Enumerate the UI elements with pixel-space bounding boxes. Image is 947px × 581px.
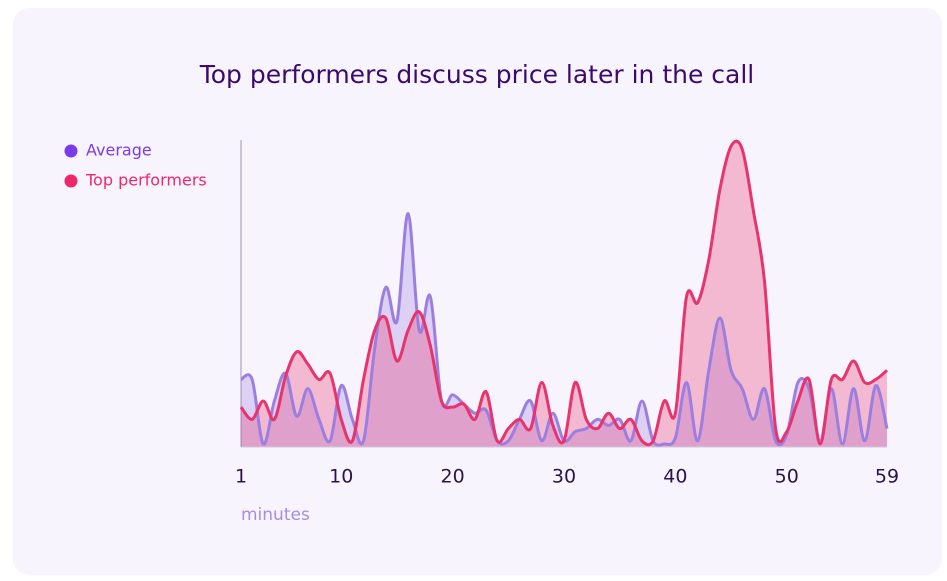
x-tick-label: 59: [875, 466, 899, 488]
legend-marker: [64, 144, 78, 158]
x-tick-label: 10: [329, 466, 353, 488]
chart-title: Top performers discuss price later in th…: [199, 60, 755, 89]
x-tick-label: 30: [552, 466, 576, 488]
area: [241, 141, 887, 447]
card: [13, 8, 942, 575]
legend-label: Average: [86, 141, 152, 160]
x-axis-label: minutes: [241, 505, 310, 525]
x-tick-label: 20: [441, 466, 465, 488]
legend-label: Top performers: [85, 171, 207, 190]
x-tick-label: 1: [235, 466, 247, 488]
x-tick-label: 40: [663, 466, 687, 488]
line: [239, 139, 888, 447]
x-tick-label: 50: [775, 466, 799, 488]
legend-marker: [64, 174, 78, 188]
line: [240, 212, 889, 447]
